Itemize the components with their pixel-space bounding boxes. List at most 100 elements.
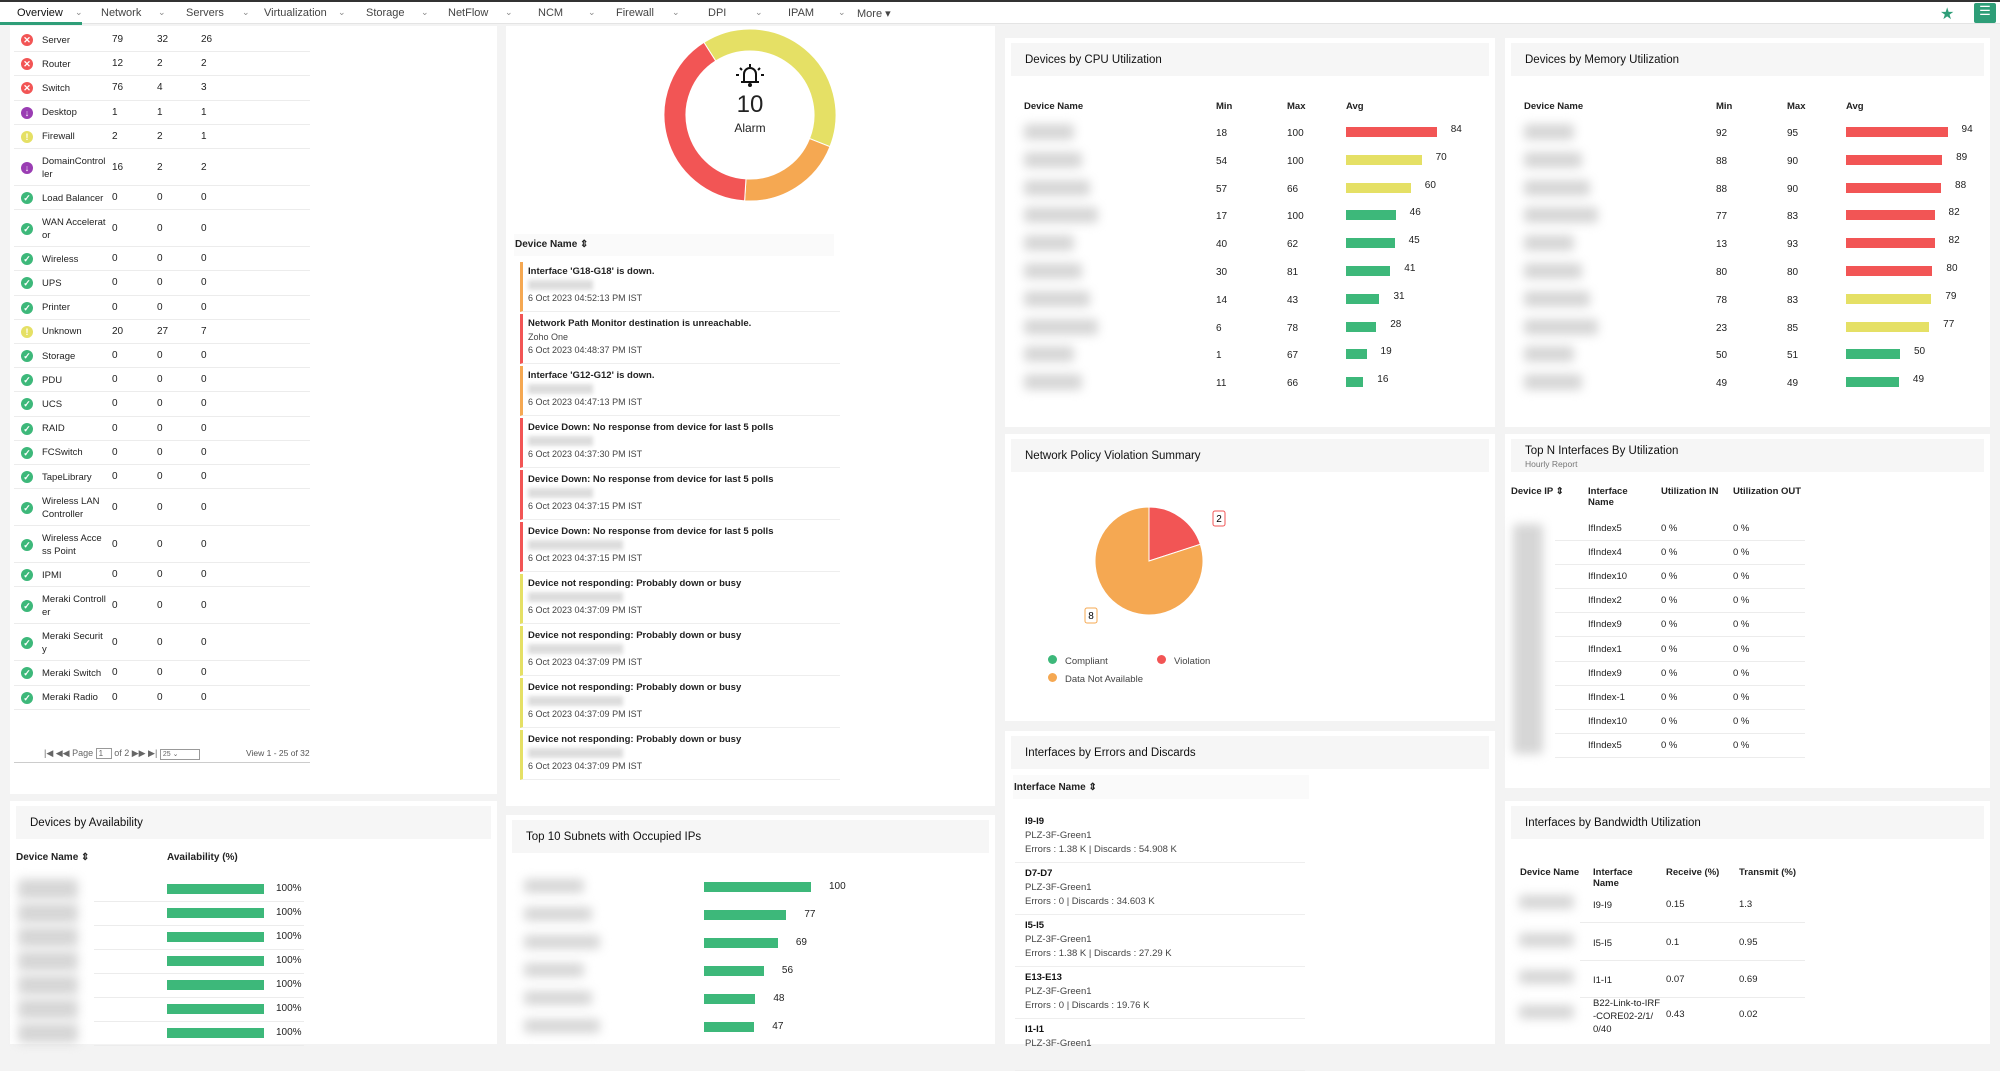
alarm-item[interactable]: Device not responding: Probably down or … — [520, 730, 840, 780]
avg-bar[interactable] — [1346, 266, 1391, 276]
alarm-title[interactable]: Device Down: No response from device for… — [528, 526, 774, 537]
status-row[interactable]: IPMI ✓ 0 0 0 — [14, 563, 310, 588]
legend-item-violation[interactable]: Violation — [1157, 655, 1210, 667]
count-2[interactable]: 0 — [201, 471, 207, 483]
error-item[interactable]: D7-D7 PLZ-3F-Green1 Errors : 0 | Discards … — [1015, 863, 1305, 915]
chevron-down-icon[interactable]: ⌄ — [588, 7, 596, 17]
interface-name[interactable]: I5-I5 — [1025, 920, 1045, 931]
col-interface-name[interactable]: Interface Name ⇕ — [1014, 782, 1097, 793]
status-row[interactable]: Meraki Security ✓ 0 0 0 — [14, 624, 310, 662]
count-2[interactable]: 0 — [201, 192, 207, 204]
subnet-bar[interactable] — [704, 966, 764, 976]
interface-name[interactable]: I9-I9 — [1025, 816, 1045, 827]
status-row[interactable]: UPS ✓ 0 0 0 — [14, 271, 310, 296]
device-type-name[interactable]: Load Balancer — [42, 192, 104, 204]
count-0[interactable]: 0 — [112, 277, 118, 289]
policy-pie-chart[interactable]: 28 — [1065, 504, 1265, 634]
tab-firewall[interactable]: Firewall — [616, 7, 654, 19]
count-0[interactable]: 0 — [112, 301, 118, 313]
count-2[interactable]: 1 — [201, 130, 207, 142]
count-1[interactable]: 0 — [157, 599, 163, 611]
device-type-name[interactable]: RAID — [42, 423, 65, 435]
device-type-name[interactable]: Meraki Switch — [42, 667, 102, 679]
col-device-name[interactable]: Device Name ⇕ — [16, 852, 90, 863]
status-row[interactable]: Unknown! 20 27 7 — [14, 320, 310, 344]
device-type-name[interactable]: Meraki Security — [42, 630, 103, 655]
device-type-name[interactable]: Storage — [42, 350, 76, 362]
status-row[interactable]: Wireless Access Point ✓ 0 0 0 — [14, 526, 310, 564]
interface-name[interactable]: D7-D7 — [1025, 868, 1053, 879]
avg-bar[interactable] — [1346, 377, 1364, 388]
tab-ncm[interactable]: NCM — [538, 7, 564, 19]
alarm-item[interactable]: Device not responding: Probably down or … — [520, 574, 840, 624]
status-row[interactable]: Meraki Radio ✓ 0 0 0 — [14, 686, 310, 710]
chevron-down-icon[interactable]: ⌄ — [75, 7, 83, 17]
count-1[interactable]: 0 — [157, 446, 163, 458]
count-2[interactable]: 0 — [201, 667, 207, 679]
legend-item-compliant[interactable]: Compliant — [1048, 655, 1108, 667]
count-1[interactable]: 2 — [157, 161, 163, 173]
count-0[interactable]: 0 — [112, 350, 118, 362]
chevron-down-icon[interactable]: ⌄ — [505, 7, 513, 17]
count-0[interactable]: 16 — [112, 161, 124, 173]
chevron-down-icon[interactable]: ⌄ — [755, 7, 763, 17]
status-row[interactable]: PDU ✓ 0 0 0 — [14, 368, 310, 393]
alarm-title[interactable]: Device Down: No response from device for… — [528, 422, 774, 433]
device-type-name[interactable]: WAN Accelerator — [42, 216, 106, 241]
status-row[interactable]: Printer ✓ 0 0 0 — [14, 296, 310, 320]
alarm-item[interactable]: Device Down: No response from device for… — [520, 418, 840, 468]
tab-virtualization[interactable]: Virtualization — [264, 7, 327, 19]
subnet-bar[interactable] — [704, 882, 811, 892]
count-1[interactable]: 32 — [157, 34, 169, 46]
count-2[interactable]: 0 — [201, 446, 207, 458]
device-type-name[interactable]: DomainController — [42, 155, 106, 180]
count-0[interactable]: 0 — [112, 446, 118, 458]
more-menu[interactable]: More ▾ — [857, 8, 891, 20]
chevron-down-icon[interactable]: ⌄ — [242, 7, 250, 17]
avg-bar[interactable] — [1846, 154, 1943, 165]
count-0[interactable]: 2 — [112, 130, 118, 142]
interface-name[interactable]: E13-E13 — [1025, 972, 1062, 983]
count-2[interactable]: 0 — [201, 398, 207, 410]
count-1[interactable]: 0 — [157, 301, 163, 313]
alarm-title[interactable]: Device not responding: Probably down or … — [528, 578, 742, 589]
error-item[interactable]: E13-E13 PLZ-3F-Green1 Errors : 0 | Discard… — [1015, 967, 1305, 1019]
first-page-icon[interactable]: |◀ ◀◀ — [44, 748, 70, 758]
avg-bar[interactable] — [1346, 210, 1396, 221]
avg-bar[interactable] — [1846, 293, 1932, 304]
col-0[interactable]: Device IP ⇕ — [1511, 486, 1564, 497]
count-1[interactable]: 0 — [157, 471, 163, 483]
status-row[interactable]: WAN Accelerator ✓ 0 0 0 — [14, 210, 310, 248]
subnet-bar[interactable] — [704, 910, 787, 920]
status-row[interactable]: Wireless LAN Controller ✓ 0 0 0 — [14, 489, 310, 527]
subnet-bar[interactable] — [704, 1022, 755, 1032]
avg-bar[interactable] — [1346, 349, 1367, 360]
avg-bar[interactable] — [1846, 182, 1942, 193]
status-row[interactable]: Router ✕ 12 2 2 — [14, 52, 310, 77]
device-type-name[interactable]: Meraki Radio — [42, 692, 98, 704]
device-type-name[interactable]: Desktop — [42, 107, 77, 119]
pie-slice-data-not-available[interactable] — [1094, 506, 1204, 616]
status-row[interactable]: Server ✕ 79 32 26 — [14, 28, 310, 53]
chevron-down-icon[interactable]: ⌄ — [158, 7, 166, 17]
count-0[interactable]: 0 — [112, 636, 118, 648]
count-0[interactable]: 0 — [112, 222, 118, 234]
count-0[interactable]: 76 — [112, 82, 124, 94]
chevron-down-icon[interactable]: ⌄ — [338, 7, 346, 17]
status-row[interactable]: Switch ✕ 76 4 3 — [14, 76, 310, 101]
avg-bar[interactable] — [1346, 154, 1422, 165]
alarm-item[interactable]: Device Down: No response from device for… — [520, 470, 840, 520]
count-2[interactable]: 0 — [201, 301, 207, 313]
avg-bar[interactable] — [1846, 238, 1935, 249]
count-0[interactable]: 0 — [112, 398, 118, 410]
count-2[interactable]: 0 — [201, 277, 207, 289]
chevron-down-icon[interactable]: ⌄ — [672, 7, 680, 17]
count-1[interactable]: 2 — [157, 130, 163, 142]
count-2[interactable]: 0 — [201, 538, 207, 550]
avg-bar[interactable] — [1846, 349, 1900, 360]
device-type-name[interactable]: IPMI — [42, 569, 62, 581]
avg-bar[interactable] — [1846, 127, 1948, 137]
page-input[interactable]: 1 — [95, 748, 112, 759]
subnet-bar[interactable] — [704, 938, 778, 948]
status-row[interactable]: UCS ✓ 0 0 0 — [14, 392, 310, 417]
